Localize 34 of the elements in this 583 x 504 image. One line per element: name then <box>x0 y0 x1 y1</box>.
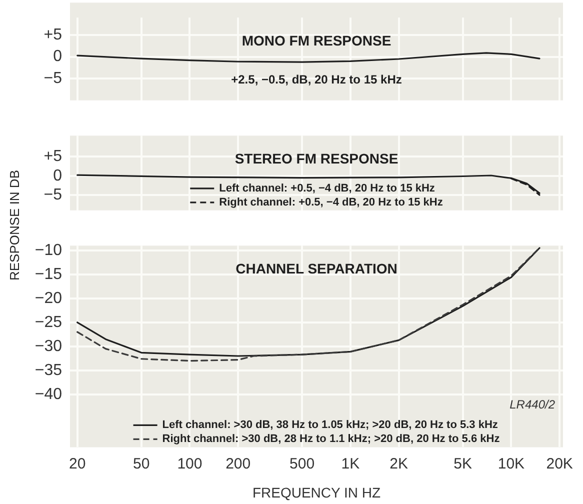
x-tick-label: 500 <box>290 455 315 472</box>
y-tick-label: −10 <box>34 242 62 259</box>
x-tick-label: 2K <box>390 455 408 472</box>
y-tick-label: −25 <box>34 314 62 331</box>
x-tick-label: 200 <box>226 455 251 472</box>
x-tick-label: 1K <box>341 455 360 472</box>
x-tick-label: 20K <box>546 455 573 472</box>
x-axis-title: FREQUENCY IN HZ <box>252 484 381 500</box>
x-tick-label: 50 <box>132 455 150 472</box>
y-tick-label: −20 <box>34 290 62 307</box>
x-tick-label: 10K <box>498 455 525 472</box>
x-tick-label: 100 <box>177 455 202 472</box>
y-tick-label: 0 <box>53 48 62 66</box>
y-tick-label: −30 <box>34 338 62 355</box>
annotation: LR440/2 <box>510 398 556 412</box>
legend-label: Left channel: +0.5, −4 dB, 20 Hz to 15 kHz <box>219 182 436 194</box>
y-tick-label: +5 <box>44 26 62 44</box>
y-tick-label: −40 <box>34 386 62 403</box>
legend-label: Right channel: >30 dB, 28 Hz to 1.1 kHz; >20 dB, 20 Hz to 5.6 kHz <box>162 433 500 446</box>
y-tick-label: −15 <box>34 266 62 283</box>
legend-label: Left channel: >30 dB, 38 Hz to 1.05 kHz; >20 dB, 20 Hz to 5.3 kHz <box>162 419 498 432</box>
text: STEREO FM RESPONSE <box>234 150 398 166</box>
y-tick-label: −35 <box>34 362 62 379</box>
y-tick-label: −5 <box>44 70 62 88</box>
legend-label: Right channel: +0.5, −4 dB, 20 Hz to 15 kHz <box>219 196 444 208</box>
y-axis-title: RESPONSE IN DB <box>6 170 22 280</box>
x-tick-label: 20 <box>69 455 86 472</box>
y-tick-label: −5 <box>44 186 62 204</box>
text: MONO FM RESPONSE <box>242 32 392 48</box>
text: CHANNEL SEPARATION <box>236 260 398 276</box>
x-tick-label: 5K <box>454 455 472 472</box>
y-tick-label: 0 <box>53 167 62 184</box>
text: +2.5, −0.5, dB, 20 Hz to 15 kHz <box>231 72 402 87</box>
y-tick-label: +5 <box>44 148 62 166</box>
